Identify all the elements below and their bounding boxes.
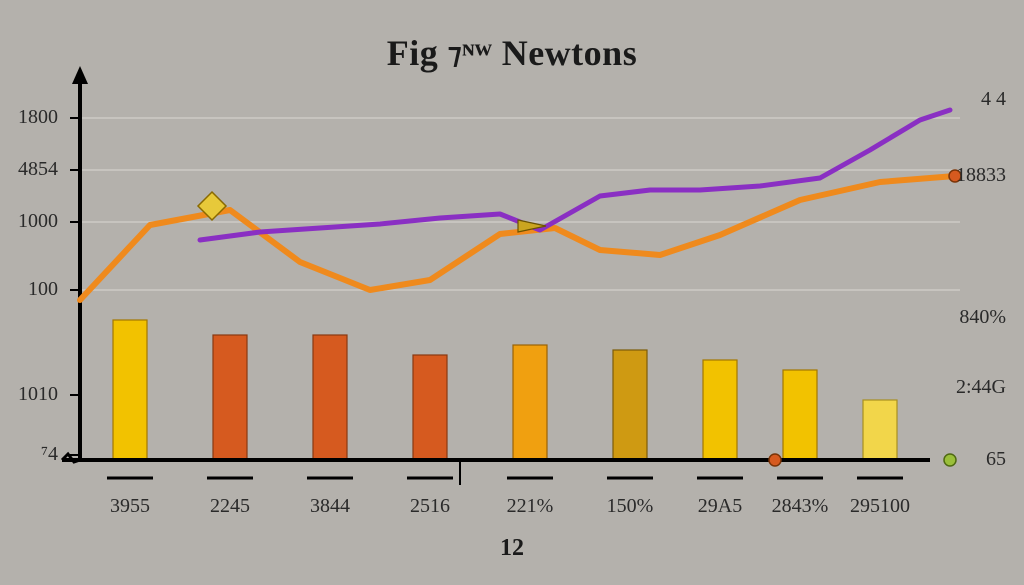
- right-label: 18833: [956, 164, 1006, 187]
- y-tick-label: 4854: [2, 158, 58, 181]
- x-tick-label: 295100: [850, 495, 910, 518]
- right-label: 2:44G: [956, 376, 1006, 399]
- bar: [213, 335, 247, 460]
- x-tick-label: 3955: [110, 495, 150, 518]
- dot-marker: [769, 454, 781, 466]
- y-tick-label: 1000: [2, 210, 58, 233]
- y-tick-label: ⁷4: [2, 443, 58, 466]
- bar: [863, 400, 897, 460]
- x-tick-label: 2245: [210, 495, 250, 518]
- bar: [513, 345, 547, 460]
- bar: [783, 370, 817, 460]
- bar: [313, 335, 347, 460]
- series-purple: [200, 110, 950, 240]
- dot-marker: [944, 454, 956, 466]
- right-label: 840%: [959, 306, 1006, 329]
- x-tick-label: 221%: [507, 495, 554, 518]
- right-label: 4 4: [981, 88, 1006, 111]
- chart-stage: Fig ⁊ᴺᵂ Newtons 1800485410001001010⁷4 4 …: [0, 0, 1024, 585]
- x-axis-title: 12: [0, 535, 1024, 562]
- x-tick-label: 150%: [607, 495, 654, 518]
- x-tick-label: 3844: [310, 495, 350, 518]
- y-tick-label: 1010: [2, 383, 58, 406]
- x-tick-label: 29A5: [698, 495, 742, 518]
- bar: [413, 355, 447, 460]
- y-tick-label: 100: [2, 278, 58, 301]
- right-label: 65: [986, 448, 1006, 471]
- bar: [113, 320, 147, 460]
- bar: [613, 350, 647, 460]
- y-tick-label: 1800: [2, 106, 58, 129]
- x-tick-label: 2843%: [772, 495, 829, 518]
- bar: [703, 360, 737, 460]
- x-tick-label: 2516: [410, 495, 450, 518]
